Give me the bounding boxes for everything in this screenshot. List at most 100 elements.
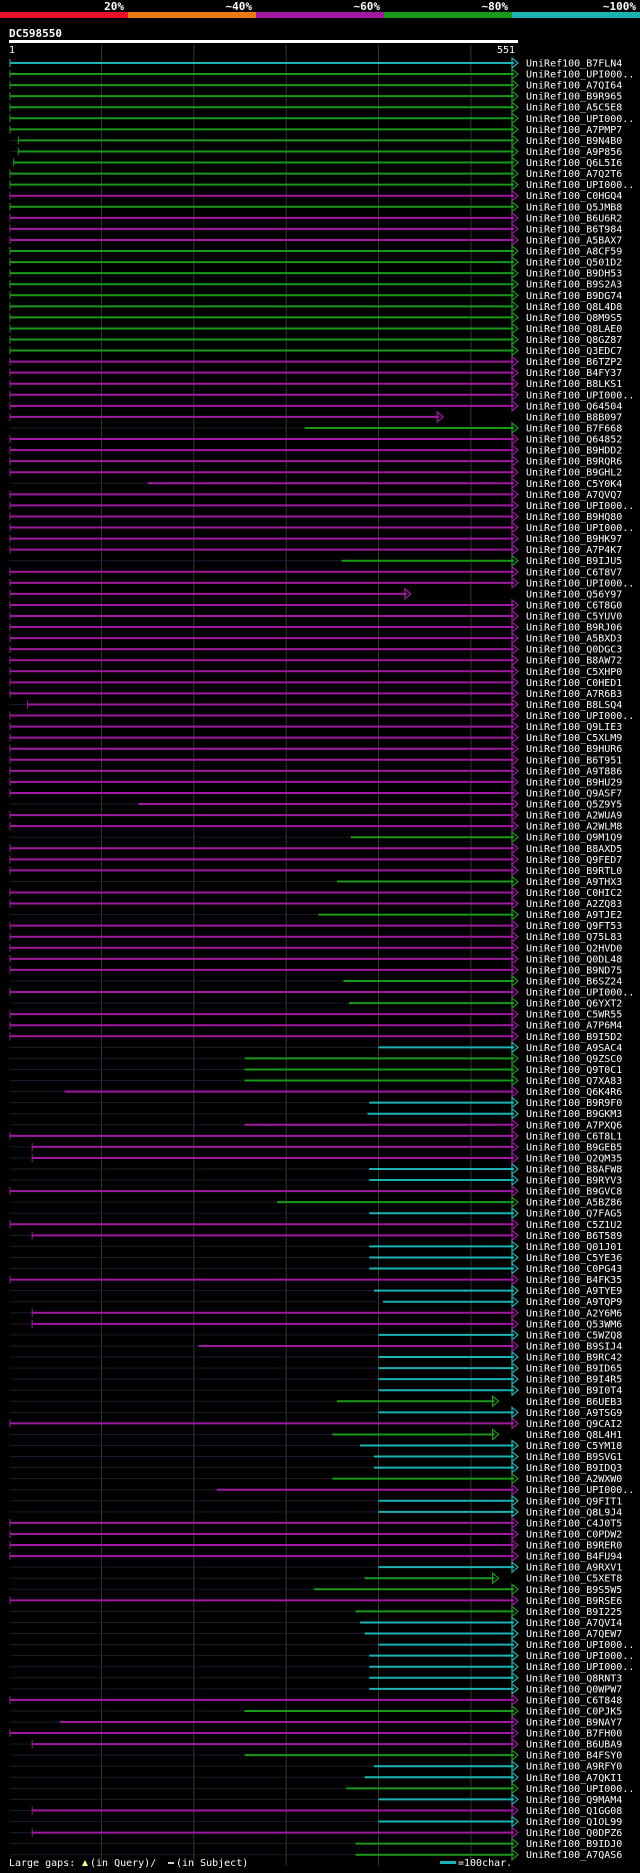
hit-id[interactable]: UniRef100_Q8LAE0 (526, 324, 622, 335)
hit-id[interactable]: UniRef100_B9RC42 (526, 1353, 622, 1364)
hit-id[interactable]: UniRef100_B9IJU5 (526, 556, 622, 567)
hit-row[interactable]: UniRef100_B8AXD5 (9, 841, 622, 855)
hit-id[interactable]: UniRef100_B9RTL0 (526, 866, 622, 877)
hit-row[interactable]: UniRef100_Q8L4H1 (10, 1428, 622, 1441)
hit-id[interactable]: UniRef100_UPI000.. (526, 988, 634, 999)
hit-row[interactable]: UniRef100_B4FY37 (9, 366, 622, 380)
hit-id[interactable]: UniRef100_A9RXV1 (526, 1563, 622, 1574)
hit-row[interactable]: UniRef100_Q9CAI2 (9, 1417, 622, 1430)
hit-id[interactable]: UniRef100_A7P4K7 (526, 545, 622, 556)
hit-row[interactable]: UniRef100_UPI000.. (9, 576, 634, 590)
hit-row[interactable]: UniRef100_C5YUV0 (9, 609, 622, 623)
hit-id[interactable]: UniRef100_B9R9F0 (526, 1098, 622, 1109)
hit-id[interactable]: UniRef100_B9RYV3 (526, 1176, 622, 1187)
hit-row[interactable]: UniRef100_B9RYV3 (10, 1173, 622, 1187)
hit-id[interactable]: UniRef100_A9TQP9 (526, 1297, 622, 1308)
hit-row[interactable]: UniRef100_A9SAC4 (10, 1041, 622, 1054)
hit-id[interactable]: UniRef100_B9I5D2 (526, 1032, 622, 1043)
hit-id[interactable]: UniRef100_C6T8G0 (526, 600, 622, 611)
hit-row[interactable]: UniRef100_Q1GG08 (10, 1804, 622, 1817)
hit-row[interactable]: UniRef100_Q8GZ87 (9, 333, 622, 347)
hit-row[interactable]: UniRef100_B8AFW8 (10, 1162, 622, 1176)
hit-row[interactable]: UniRef100_UPI000.. (9, 499, 634, 512)
hit-id[interactable]: UniRef100_A9TSG9 (526, 1408, 622, 1419)
hit-row[interactable]: UniRef100_A8CF59 (9, 244, 622, 258)
hit-row[interactable]: UniRef100_Q9M1Q9 (10, 830, 622, 844)
hit-id[interactable]: UniRef100_B9GHL2 (526, 468, 622, 479)
hit-id[interactable]: UniRef100_B9RSE6 (526, 1596, 622, 1607)
hit-id[interactable]: UniRef100_Q2HVD0 (526, 943, 622, 954)
hit-id[interactable]: UniRef100_B6T984 (526, 224, 622, 235)
hit-id[interactable]: UniRef100_B4FSY0 (526, 1751, 622, 1762)
hit-id[interactable]: UniRef100_Q7XA83 (526, 1076, 622, 1087)
hit-row[interactable]: UniRef100_A2WUA9 (9, 808, 622, 822)
hit-row[interactable]: UniRef100_C0PG43 (10, 1262, 622, 1276)
hit-id[interactable]: UniRef100_A2Y6M6 (526, 1308, 622, 1319)
hit-id[interactable]: UniRef100_B8AXD5 (526, 844, 622, 855)
hit-row[interactable]: UniRef100_B7FH00 (9, 1726, 622, 1740)
hit-row[interactable]: UniRef100_B4FSY0 (10, 1748, 622, 1762)
hit-id[interactable]: UniRef100_A9P856 (526, 147, 622, 158)
hit-id[interactable]: UniRef100_Q53WM6 (526, 1319, 622, 1330)
hit-row[interactable]: UniRef100_B7FLN4 (9, 56, 622, 70)
hit-id[interactable]: UniRef100_B8AFW8 (526, 1165, 622, 1176)
hit-row[interactable]: UniRef100_Q1OL99 (10, 1815, 622, 1829)
hit-row[interactable]: UniRef100_B6T951 (9, 753, 622, 767)
hit-row[interactable]: UniRef100_A9THX3 (10, 875, 622, 888)
hit-row[interactable]: UniRef100_B4FU94 (9, 1549, 622, 1563)
hit-row[interactable]: UniRef100_UPI000.. (10, 1649, 634, 1663)
hit-id[interactable]: UniRef100_C5YM18 (526, 1441, 622, 1452)
hit-row[interactable]: UniRef100_A9TSG9 (10, 1406, 622, 1419)
hit-id[interactable]: UniRef100_UPI000.. (526, 1784, 634, 1795)
hit-id[interactable]: UniRef100_B4FU94 (526, 1552, 622, 1563)
hit-row[interactable]: UniRef100_A7P4K7 (9, 543, 622, 557)
hit-row[interactable]: UniRef100_B9IJU5 (10, 554, 622, 568)
hit-row[interactable]: UniRef100_UPI000.. (10, 1782, 634, 1795)
hit-id[interactable]: UniRef100_UPI000.. (526, 578, 634, 589)
hit-id[interactable]: UniRef100_Q8L4H1 (526, 1430, 622, 1441)
hit-id[interactable]: UniRef100_C5XET8 (526, 1574, 622, 1585)
hit-row[interactable]: UniRef100_B9DG74 (9, 288, 622, 302)
hit-row[interactable]: UniRef100_B9HUR6 (9, 742, 622, 756)
hit-row[interactable]: UniRef100_B6UEB3 (10, 1394, 622, 1408)
hit-row[interactable]: UniRef100_Q7XA83 (10, 1074, 622, 1088)
hit-id[interactable]: UniRef100_B8LKS1 (526, 379, 622, 390)
hit-id[interactable]: UniRef100_B9GVC8 (526, 1187, 622, 1198)
hit-id[interactable]: UniRef100_B4FY37 (526, 368, 622, 379)
hit-id[interactable]: UniRef100_Q9LIE3 (526, 722, 622, 733)
hit-id[interactable]: UniRef100_B6T951 (526, 755, 622, 766)
hit-id[interactable]: UniRef100_B6U6R2 (526, 213, 622, 224)
hit-row[interactable]: UniRef100_B9I5D2 (9, 1029, 622, 1043)
hit-row[interactable]: UniRef100_A2WLM8 (9, 819, 622, 833)
hit-row[interactable]: UniRef100_B9I225 (10, 1605, 622, 1618)
hit-id[interactable]: UniRef100_A7QVI4 (526, 1618, 622, 1629)
hit-row[interactable]: UniRef100_Q7FAG5 (10, 1206, 622, 1220)
hit-row[interactable]: UniRef100_UPI000.. (10, 1483, 634, 1497)
hit-id[interactable]: UniRef100_C0PDW2 (526, 1529, 622, 1540)
hit-row[interactable]: UniRef100_Q75L83 (9, 930, 622, 944)
hit-id[interactable]: UniRef100_B7FH00 (526, 1729, 622, 1740)
hit-row[interactable]: UniRef100_A7QVI4 (10, 1616, 622, 1629)
hit-row[interactable]: UniRef100_B4FK35 (9, 1273, 622, 1287)
hit-row[interactable]: UniRef100_B9HU29 (9, 775, 622, 789)
hit-id[interactable]: UniRef100_A5BAX7 (526, 235, 622, 246)
hit-row[interactable]: UniRef100_Q501D2 (9, 255, 622, 269)
hit-row[interactable]: UniRef100_B9SVG1 (10, 1450, 622, 1464)
hit-id[interactable]: UniRef100_B6TZP2 (526, 357, 622, 368)
hit-id[interactable]: UniRef100_B9IDQ3 (526, 1463, 622, 1474)
hit-row[interactable]: UniRef100_A5BXD3 (9, 631, 622, 645)
hit-row[interactable]: UniRef100_B9RC42 (10, 1350, 622, 1364)
hit-row[interactable]: UniRef100_B9RJ06 (9, 620, 622, 634)
hit-id[interactable]: UniRef100_A9SAC4 (526, 1043, 622, 1054)
hit-id[interactable]: UniRef100_C0HIC2 (526, 888, 622, 899)
hit-row[interactable]: UniRef100_Q8M9S5 (9, 311, 622, 324)
hit-id[interactable]: UniRef100_Q8L9J4 (526, 1507, 622, 1518)
hit-id[interactable]: UniRef100_B9S5W5 (526, 1585, 622, 1596)
hit-id[interactable]: UniRef100_UPI000.. (526, 70, 634, 81)
hit-id[interactable]: UniRef100_B9DH53 (526, 269, 622, 280)
hit-id[interactable]: UniRef100_B9HDD2 (526, 446, 622, 457)
hit-id[interactable]: UniRef100_C6T848 (526, 1695, 622, 1706)
hit-row[interactable]: UniRef100_B6UBA9 (10, 1737, 622, 1751)
hit-id[interactable]: UniRef100_C5WR55 (526, 1010, 622, 1021)
hit-id[interactable]: UniRef100_A9RFY0 (526, 1762, 622, 1773)
